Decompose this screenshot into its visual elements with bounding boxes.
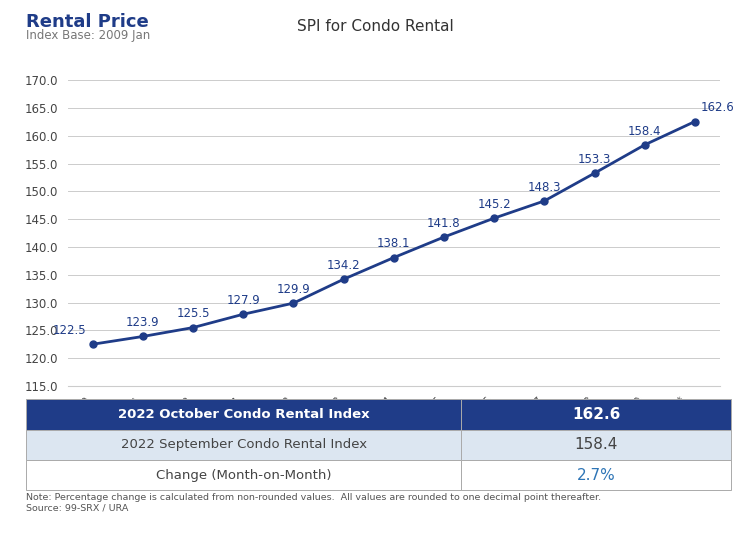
Text: 158.4: 158.4 — [574, 437, 618, 452]
Text: 153.3: 153.3 — [578, 153, 611, 166]
Text: 145.2: 145.2 — [477, 198, 511, 211]
Text: 2022 September Condo Rental Index: 2022 September Condo Rental Index — [121, 438, 367, 451]
Text: 138.1: 138.1 — [377, 237, 410, 250]
Text: 162.6: 162.6 — [572, 407, 620, 422]
Text: SPI for Condo Rental: SPI for Condo Rental — [296, 19, 453, 34]
Text: Rental Price: Rental Price — [26, 13, 149, 32]
Text: 127.9: 127.9 — [226, 294, 260, 307]
Text: 2.7%: 2.7% — [577, 468, 616, 483]
Text: 148.3: 148.3 — [527, 181, 561, 193]
Text: 122.5: 122.5 — [53, 324, 86, 337]
Text: 158.4: 158.4 — [628, 124, 662, 138]
Text: 125.5: 125.5 — [176, 307, 210, 321]
Text: Change (Month-on-Month): Change (Month-on-Month) — [156, 469, 332, 482]
Text: 123.9: 123.9 — [126, 316, 160, 329]
Text: 141.8: 141.8 — [427, 217, 460, 230]
Text: Index Base: 2009 Jan: Index Base: 2009 Jan — [26, 29, 151, 42]
Text: 129.9: 129.9 — [277, 283, 310, 296]
Text: 134.2: 134.2 — [327, 259, 360, 272]
Text: 162.6: 162.6 — [701, 101, 735, 114]
Text: 2022 October Condo Rental Index: 2022 October Condo Rental Index — [118, 408, 370, 421]
Text: Note: Percentage change is calculated from non-rounded values.  All values are r: Note: Percentage change is calculated fr… — [26, 493, 602, 512]
